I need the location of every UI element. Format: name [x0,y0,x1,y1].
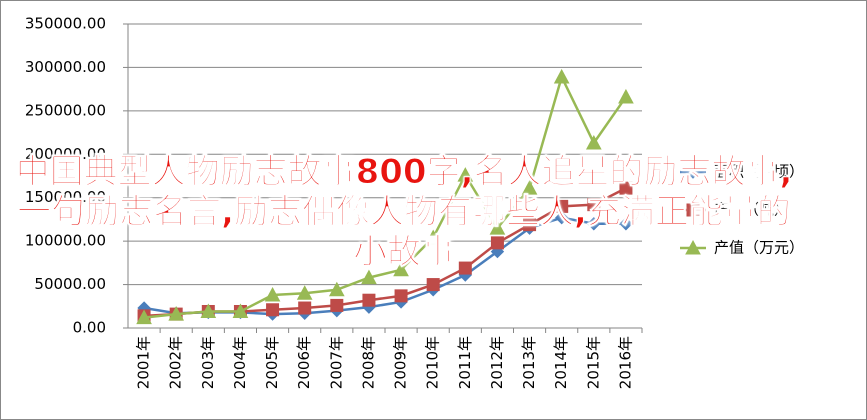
legend-label: 产量（吨） [714,201,789,219]
marker [266,303,280,317]
x-tick-label: 2013年 [520,336,538,389]
x-tick-label: 2006年 [295,336,313,389]
y-tick-label: 200000.00 [25,145,106,163]
x-tick-label: 2009年 [392,336,410,389]
y-tick-label: 350000.00 [25,15,106,33]
y-tick-label: 150000.00 [25,188,106,206]
x-tick-label: 2002年 [167,336,185,389]
legend-label: 产值（万元） [714,239,804,257]
legend-marker [685,239,701,255]
series-line [143,73,627,319]
y-tick-label: 300000.00 [25,58,106,76]
marker [457,167,474,182]
marker [490,236,504,250]
x-tick-label: 2004年 [231,336,249,389]
legend-label: 面积（公顷） [714,163,804,181]
marker [619,181,633,195]
marker [426,278,440,292]
y-tick-label: 250000.00 [25,101,106,119]
marker [264,286,281,302]
marker [554,210,569,225]
x-tick-label: 2016年 [616,336,634,389]
marker [489,220,506,235]
marker [587,217,601,231]
x-tick-label: 2007年 [327,336,345,389]
marker [136,309,152,325]
x-tick-label: 2011年 [456,336,474,389]
x-tick-label: 2008年 [359,336,377,389]
marker [521,180,538,195]
x-tick-label: 2014年 [552,336,570,389]
marker [168,306,185,321]
marker [232,303,249,318]
marker [523,218,537,232]
x-tick-label: 2001年 [135,336,153,389]
marker [619,217,633,231]
marker [553,68,570,84]
marker [393,261,409,277]
overlay-title: 中国典型人物励志故事800字,名人追星的励志故事,一句励志名言,励志偶像人物有哪… [15,152,793,273]
x-tick-label: 2003年 [199,336,217,389]
x-tick-label: 2010年 [424,336,442,389]
marker [298,301,312,315]
marker [555,199,569,213]
marker [458,261,472,275]
marker [328,281,345,297]
x-tick-label: 2015年 [584,336,602,389]
y-tick-label: 0.00 [73,319,106,337]
x-tick-label: 2012年 [488,336,506,389]
legend-marker [686,165,700,179]
marker [394,289,408,303]
marker [330,298,344,312]
marker [361,269,377,285]
marker [362,293,376,307]
marker [585,134,602,150]
marker [618,88,634,104]
x-tick-label: 2005年 [263,336,281,389]
legend-marker [686,203,700,217]
marker [425,229,442,245]
y-tick-label: 100000.00 [25,232,106,250]
marker [296,285,313,300]
y-tick-label: 50000.00 [34,275,106,293]
marker [200,303,217,318]
marker [587,198,601,212]
